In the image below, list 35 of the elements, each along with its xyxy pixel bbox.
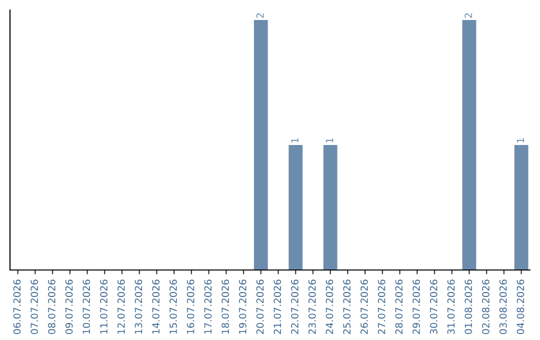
x-tick-label: 17.07.2026 — [204, 280, 212, 334]
x-tick-label: 18.07.2026 — [222, 280, 229, 334]
x-tick-label: 31.07.2026 — [447, 280, 455, 334]
data-label: 1 — [291, 138, 298, 143]
x-tick-label: 26.07.2026 — [360, 280, 368, 334]
x-tick-label: 07.07.2026 — [30, 280, 38, 334]
x-tick-label: 14.07.2026 — [152, 280, 160, 334]
x-tick-label: 01.08.2026 — [464, 280, 472, 334]
x-tick-label: 27.07.2026 — [378, 280, 386, 334]
x-tick-label: 02.08.2026 — [482, 280, 490, 334]
x-tick-label: 03.08.2026 — [499, 280, 507, 334]
x-tick-label: 21.07.2026 — [274, 280, 282, 334]
x-tick-label: 15.07.2026 — [170, 280, 177, 334]
x-tick-label: 11.07.2026 — [100, 280, 108, 334]
x-tick-label: 30.07.2026 — [430, 280, 438, 334]
x-tick-label: 19.07.2026 — [238, 280, 246, 334]
x-tick-label: 09.07.2026 — [65, 280, 73, 334]
x-tick-label: 25.07.2026 — [343, 280, 351, 334]
data-label: 1 — [326, 138, 334, 143]
x-tick-label: 23.07.2026 — [308, 280, 316, 334]
x-tick-label: 13.07.2026 — [134, 280, 142, 334]
x-tick-label: 20.07.2026 — [256, 280, 264, 334]
x-tick-label: 10.07.2026 — [82, 280, 90, 334]
data-label: 2 — [464, 13, 472, 18]
x-tick-label: 24.07.2026 — [326, 280, 334, 334]
x-tick-label: 22.07.2026 — [291, 280, 298, 334]
x-tick-label: 16.07.2026 — [186, 280, 194, 334]
data-label: 2 — [256, 13, 264, 18]
x-tick-label: 29.07.2026 — [412, 280, 420, 334]
x-tick-label: 08.07.2026 — [48, 280, 56, 334]
x-tick-label: 04.08.2026 — [516, 280, 524, 334]
x-tick-label: 06.07.2026 — [13, 280, 21, 334]
x-tick-label: 28.07.2026 — [395, 280, 403, 334]
data-label: 1 — [516, 138, 524, 143]
x-tick-label: 12.07.2026 — [117, 280, 125, 334]
